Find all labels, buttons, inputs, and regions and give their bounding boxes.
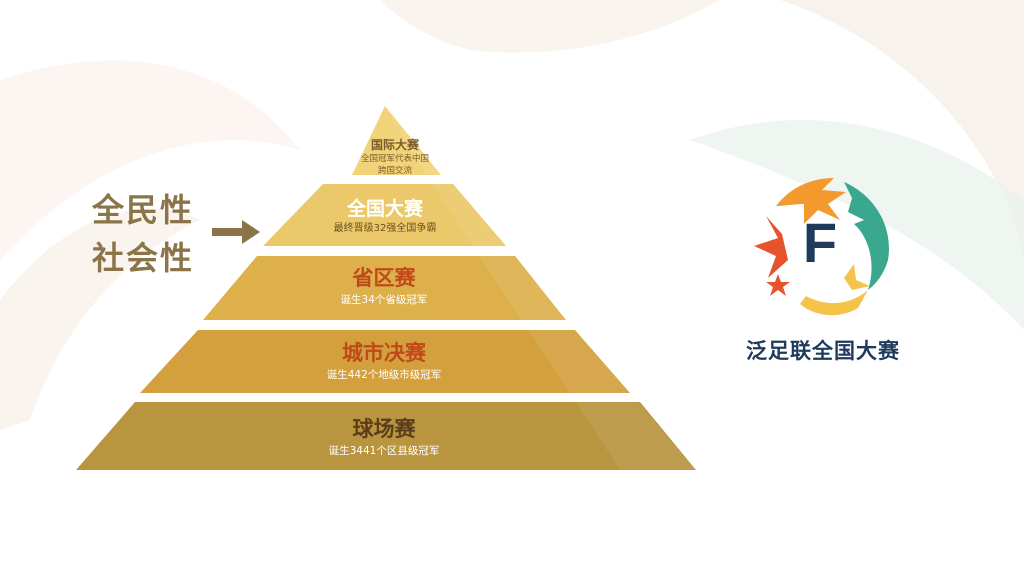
logo-red-star xyxy=(754,216,788,278)
logo-yellow-star xyxy=(844,264,870,290)
tier-shape-international xyxy=(352,106,441,175)
tier-subtitle-city: 诞生442个地级市级冠军 xyxy=(326,369,442,381)
tier-city: 城市决赛 诞生442个地级市级冠军 xyxy=(284,338,484,382)
tier-title-court: 球场赛 xyxy=(352,417,416,441)
tier-court: 球场赛 诞生3441个区县级冠军 xyxy=(284,414,484,458)
label-social-nature: 社会性 xyxy=(92,239,195,277)
tier-shape-national xyxy=(263,184,506,246)
tier-shape-city xyxy=(140,330,630,393)
tier-title-national: 全国大赛 xyxy=(346,198,423,220)
tier-provincial: 省区赛 诞生34个省级冠军 xyxy=(284,263,484,307)
logo-letter: F xyxy=(803,211,837,274)
brand-name: 泛足联全国大赛 xyxy=(746,339,900,363)
logo-small-star xyxy=(766,274,790,296)
tier-international: 国际大赛 全国冠军代表中国 跨国交流 xyxy=(330,136,460,177)
pyramid-shading xyxy=(385,106,696,470)
tier-national: 全国大赛 最终晋级32强全国争霸 xyxy=(300,196,470,236)
tier-title-international: 国际大赛 xyxy=(370,138,419,152)
tier-subtitle-international-1: 全国冠军代表中国 xyxy=(360,154,429,164)
tier-subtitle-international-2: 跨国交流 xyxy=(377,166,412,176)
bg-swirl-right-green xyxy=(690,120,1024,330)
tier-subtitle-provincial: 诞生34个省级冠军 xyxy=(340,294,428,306)
bg-swirl-top xyxy=(380,0,720,53)
tier-title-provincial: 省区赛 xyxy=(352,266,416,290)
tier-subtitle-court: 诞生3441个区县级冠军 xyxy=(328,445,440,457)
brand-logo: F xyxy=(754,178,889,316)
tier-title-city: 城市决赛 xyxy=(342,341,426,365)
tier-subtitle-national: 最终晋级32强全国争霸 xyxy=(333,223,437,234)
logo-yellow-swoosh xyxy=(800,290,868,316)
tier-shape-court xyxy=(76,402,696,470)
logo-teal-arc xyxy=(844,182,889,290)
logo-orange-star xyxy=(776,178,846,224)
label-popular-nature: 全民性 xyxy=(92,191,195,229)
bg-swirl-left xyxy=(0,60,300,260)
bg-swirl-left-lower xyxy=(0,208,200,430)
right-arrow-icon xyxy=(212,220,260,244)
tier-shape-provincial xyxy=(203,256,566,320)
bg-swirl-right xyxy=(780,0,1024,260)
